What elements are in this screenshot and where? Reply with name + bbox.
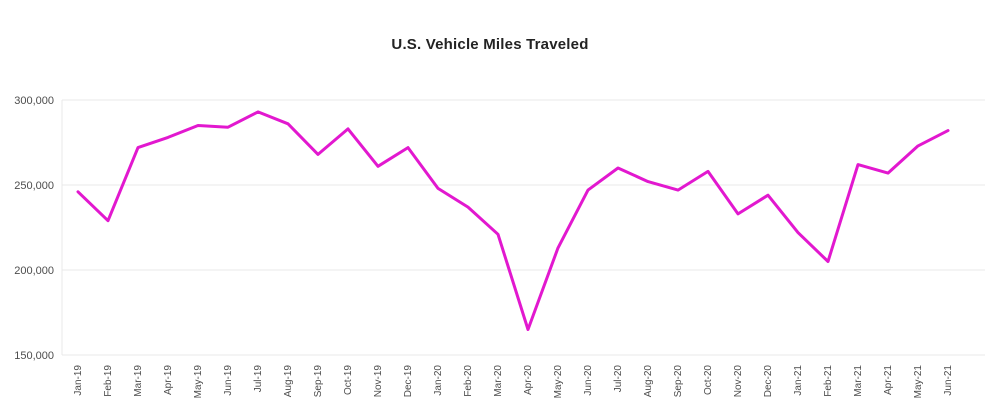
x-axis-tick-label: Feb-20 bbox=[463, 365, 474, 397]
x-axis-tick-label: Apr-20 bbox=[523, 365, 534, 395]
x-axis-tick-label: May-21 bbox=[913, 365, 924, 399]
x-axis-tick-label: Aug-20 bbox=[643, 365, 654, 398]
x-axis-tick-label: Jun-19 bbox=[223, 365, 234, 396]
x-axis-tick-label: Nov-20 bbox=[733, 365, 744, 398]
chart-title: U.S. Vehicle Miles Traveled bbox=[391, 36, 589, 53]
vmt-line-series bbox=[76, 110, 950, 331]
x-axis-tick-label: Sep-19 bbox=[313, 365, 324, 398]
x-axis-tick-label: May-20 bbox=[553, 365, 564, 399]
x-axis-tick-label: Feb-19 bbox=[103, 365, 114, 397]
y-axis-tick-label: 150,000 bbox=[14, 350, 54, 362]
x-axis-tick-label: Feb-21 bbox=[823, 365, 834, 397]
x-axis-tick-label: Jun-20 bbox=[583, 365, 594, 396]
x-axis-tick-label: Oct-19 bbox=[343, 365, 354, 395]
y-axis-tick-label: 200,000 bbox=[14, 265, 54, 277]
x-axis-tick-label: Mar-19 bbox=[133, 365, 144, 397]
x-axis-tick-label: Dec-19 bbox=[403, 365, 414, 398]
x-axis-tick-label: Jan-19 bbox=[73, 365, 84, 396]
x-axis-tick-label: Oct-20 bbox=[703, 365, 714, 395]
x-axis-tick-label: May-19 bbox=[193, 365, 204, 399]
x-axis-tick-label: Mar-20 bbox=[493, 365, 504, 397]
x-axis-tick-label: Mar-21 bbox=[853, 365, 864, 397]
y-axis-tick-label: 250,000 bbox=[14, 180, 54, 192]
x-axis-tick-label: Nov-19 bbox=[373, 365, 384, 398]
x-axis-tick-label: Jun-21 bbox=[943, 365, 954, 396]
x-axis-tick-label: Apr-21 bbox=[883, 365, 894, 395]
x-axis-tick-label: Dec-20 bbox=[763, 365, 774, 398]
x-axis-tick-label: Jul-19 bbox=[253, 365, 264, 393]
x-axis-tick-label: Jan-21 bbox=[793, 365, 804, 396]
x-axis-tick-label: Sep-20 bbox=[673, 365, 684, 398]
x-axis-tick-label: Jan-20 bbox=[433, 365, 444, 396]
y-axis-tick-label: 300,000 bbox=[14, 95, 54, 107]
x-axis-tick-label: Aug-19 bbox=[283, 365, 294, 398]
x-axis-tick-label: Apr-19 bbox=[163, 365, 174, 395]
x-axis-tick-label: Jul-20 bbox=[613, 365, 624, 393]
